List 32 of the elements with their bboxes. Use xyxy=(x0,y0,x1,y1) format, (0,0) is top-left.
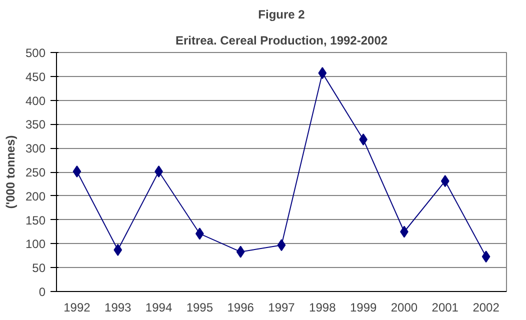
y-tick-label: 500 xyxy=(25,46,46,60)
point xyxy=(482,250,490,263)
x-tick-label: 1999 xyxy=(350,300,377,314)
y-tick-label: 300 xyxy=(25,142,46,156)
point xyxy=(277,239,286,252)
x-tick-label: 2000 xyxy=(390,300,418,314)
x-tick-label: 1994 xyxy=(145,300,172,314)
y-tick-label: 350 xyxy=(25,118,46,132)
point xyxy=(114,244,122,256)
point xyxy=(318,67,327,80)
chart-subtitle: Eritrea. Cereal Production, 1992-2002 xyxy=(175,34,388,48)
x-tick-label: 1996 xyxy=(227,300,254,314)
x-tick-label: 2001 xyxy=(432,300,459,314)
x-tick-label: 1997 xyxy=(268,300,296,314)
chart-title: Figure 2 xyxy=(258,8,306,22)
point xyxy=(72,166,82,178)
y-tick-label: 50 xyxy=(32,261,46,276)
x-tick-label: 1998 xyxy=(309,300,336,314)
y-tick-label: 150 xyxy=(25,213,46,228)
y-tick-label: 400 xyxy=(25,94,46,108)
x-tick-label: 1992 xyxy=(64,300,91,314)
y-axis-title: ('000 tonnes) xyxy=(3,135,18,209)
y-tick-label: 100 xyxy=(25,237,46,252)
y-tick-label: 450 xyxy=(25,70,46,84)
point xyxy=(236,246,245,258)
x-tick-label: 2002 xyxy=(472,300,500,314)
y-tick-label: 250 xyxy=(25,166,46,180)
y-tick-label: 0 xyxy=(38,285,46,299)
y-tick-label: 200 xyxy=(25,189,46,204)
point xyxy=(440,175,450,188)
x-tick-label: 1993 xyxy=(104,300,132,314)
x-tick-label: 1995 xyxy=(186,300,214,314)
